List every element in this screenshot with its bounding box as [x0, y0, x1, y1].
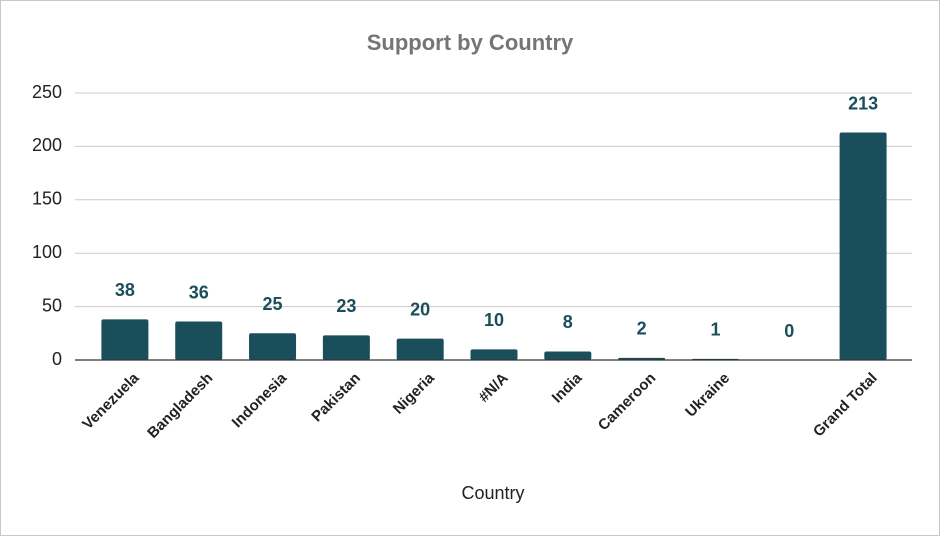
- y-tick-label: 250: [32, 82, 62, 102]
- value-label: 10: [484, 310, 504, 330]
- y-tick-label: 50: [42, 295, 62, 315]
- bar: [544, 351, 592, 360]
- y-tick-label: 150: [32, 189, 62, 209]
- value-label: 1: [710, 320, 720, 340]
- value-label: 20: [410, 299, 430, 319]
- bar: [470, 349, 518, 360]
- y-tick-label: 200: [32, 135, 62, 155]
- value-label: 25: [263, 294, 283, 314]
- x-axis-label: Country: [461, 483, 524, 503]
- value-label: 38: [115, 280, 135, 300]
- y-tick-label: 100: [32, 242, 62, 262]
- value-label: 8: [563, 312, 573, 332]
- value-label: 213: [848, 93, 878, 113]
- value-label: 0: [784, 321, 794, 341]
- bar: [322, 335, 370, 360]
- chart-title: Support by Country: [367, 30, 574, 55]
- bar: [175, 321, 223, 360]
- bar: [101, 319, 149, 360]
- value-label: 23: [336, 296, 356, 316]
- value-label: 36: [189, 282, 209, 302]
- value-label: 2: [637, 319, 647, 339]
- y-tick-label: 0: [52, 349, 62, 369]
- bar: [249, 333, 297, 360]
- bar: [839, 132, 887, 360]
- bar: [396, 338, 444, 360]
